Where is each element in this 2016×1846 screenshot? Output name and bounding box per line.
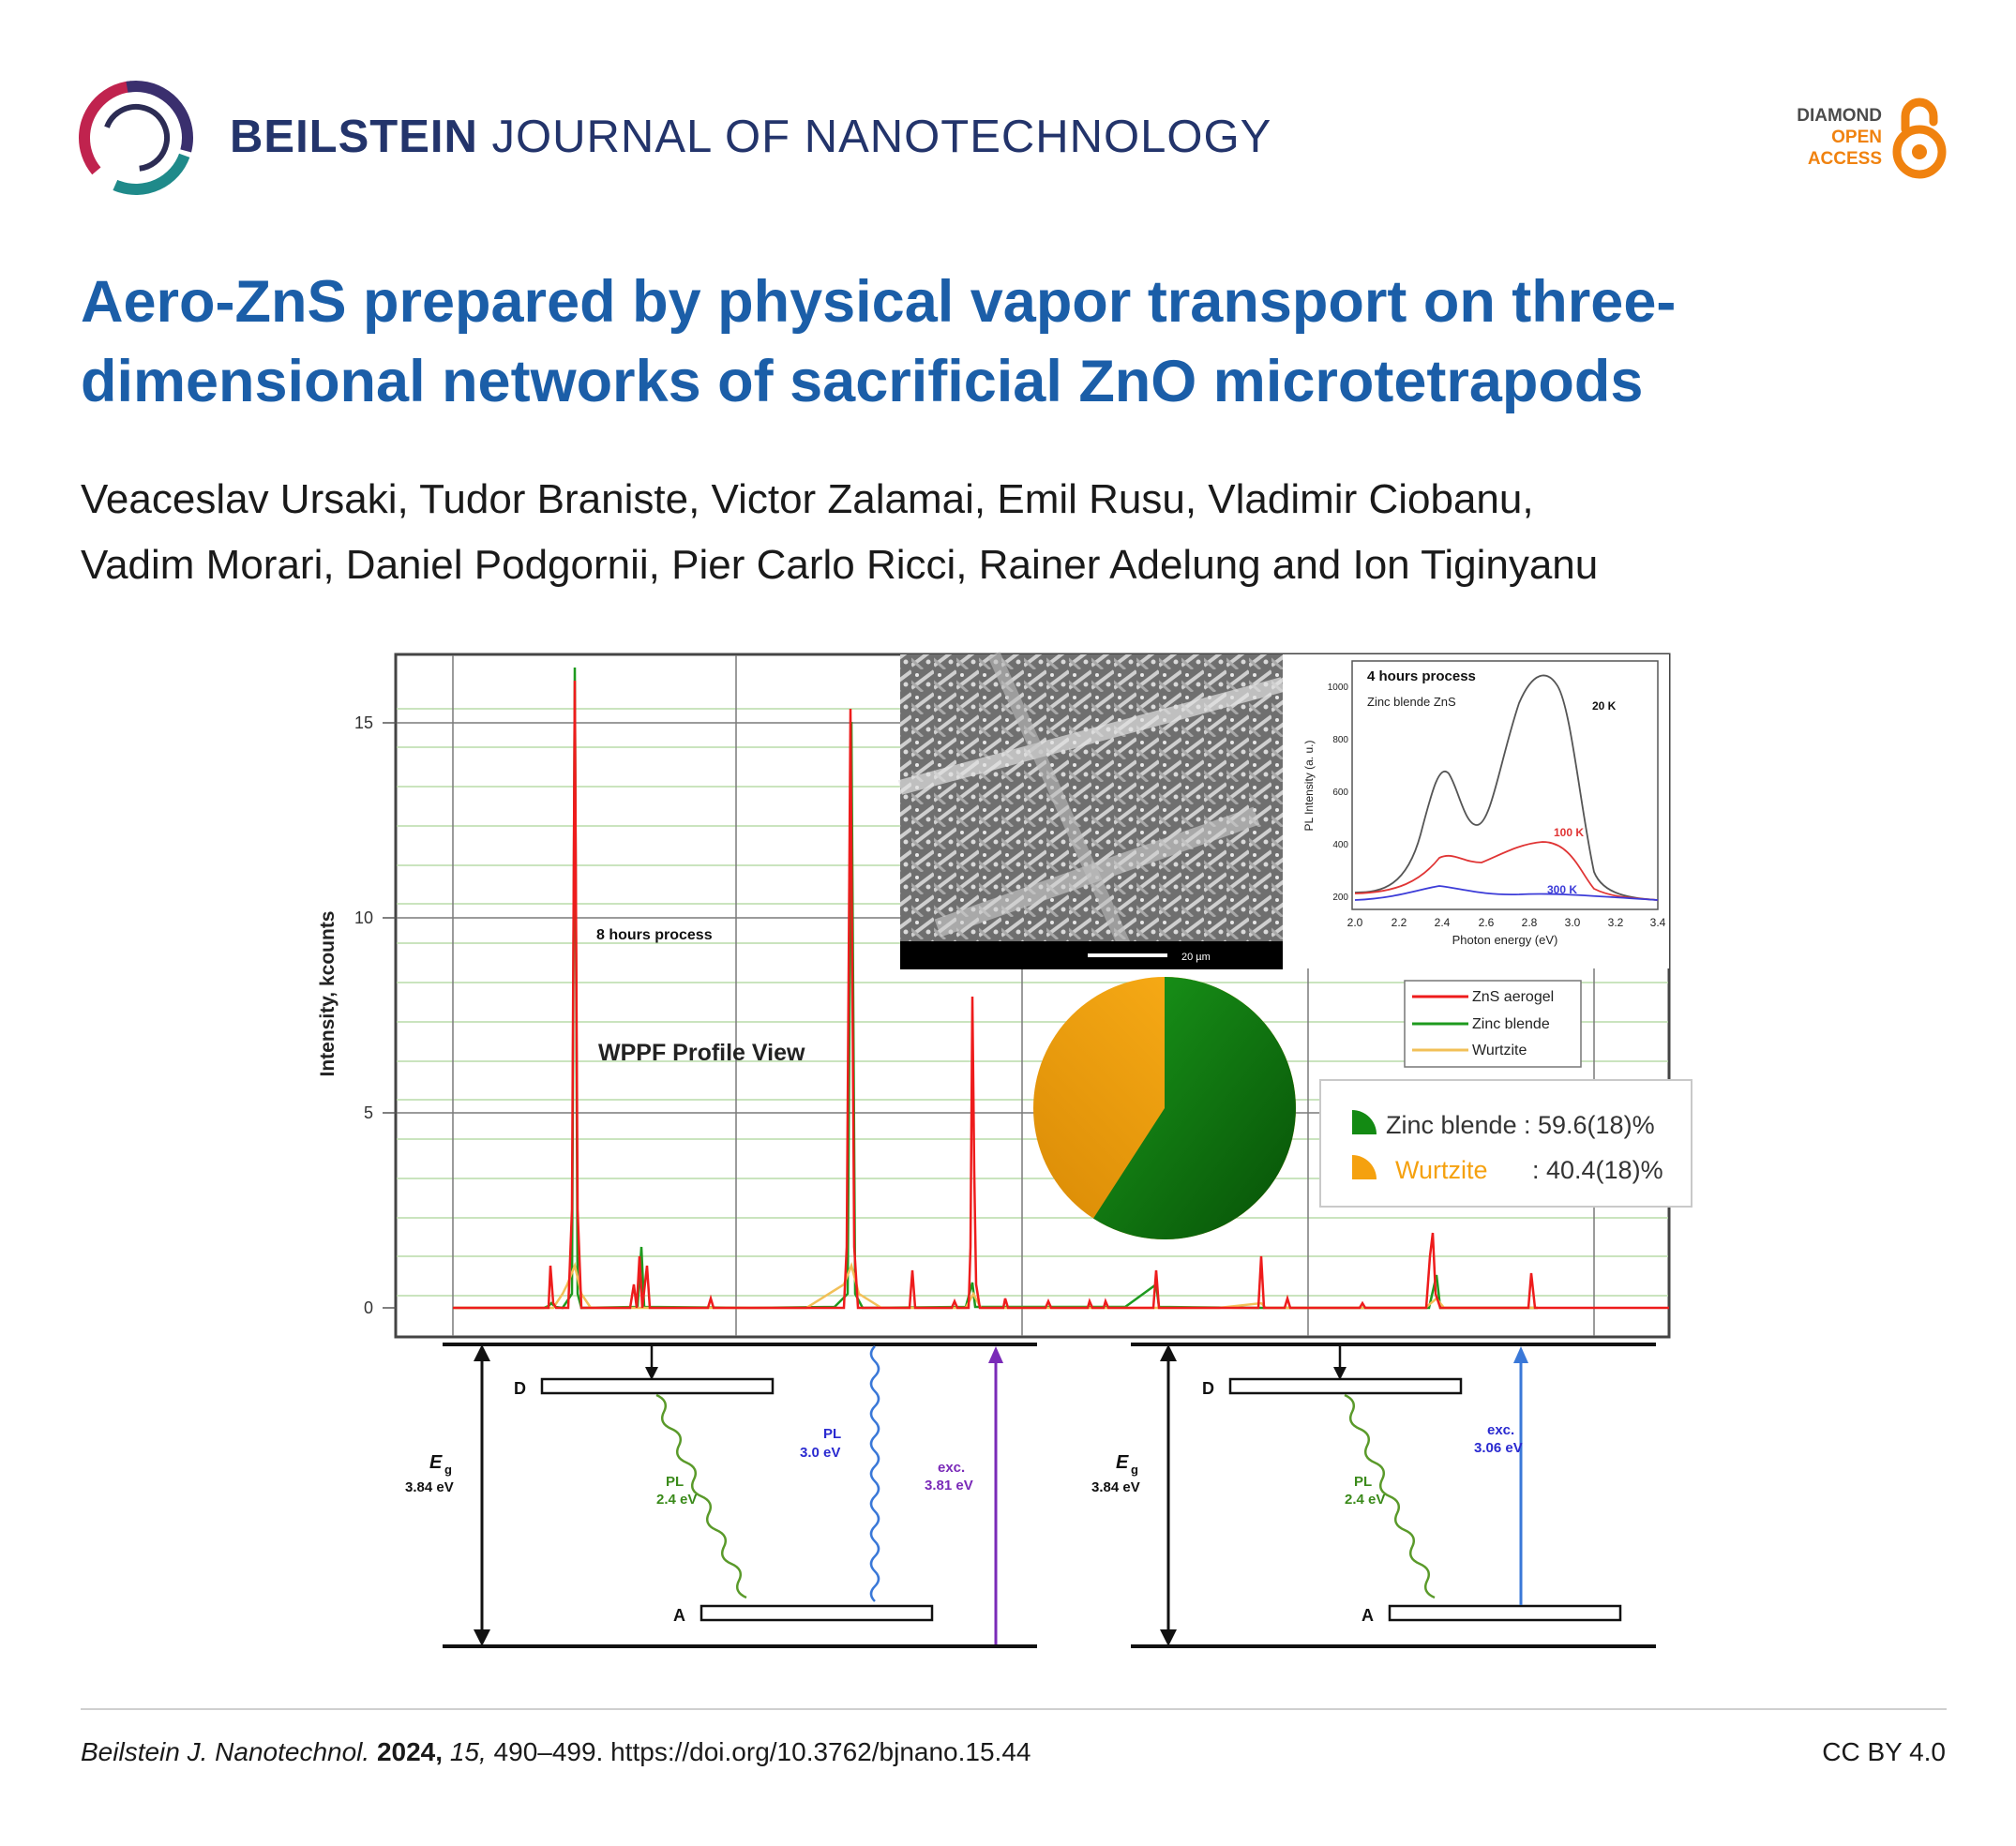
pl-ylabel: PL Intensity (a. u.) xyxy=(1302,741,1316,832)
license-label[interactable]: CC BY 4.0 xyxy=(1822,1737,1946,1766)
citation-journal: Beilstein J. Nanotechnol. xyxy=(81,1737,370,1766)
pl-title: 4 hours process xyxy=(1367,668,1476,684)
sem-scale-label: 20 µm xyxy=(1181,952,1211,963)
pl-xtick-2.2: 2.2 xyxy=(1392,916,1407,929)
pie-zinc-blende-label: Zinc blende xyxy=(1386,1111,1517,1139)
pl-xtick-3.2: 3.2 xyxy=(1608,916,1624,929)
pl-xtick-2.8: 2.8 xyxy=(1522,916,1538,929)
pl-label-100k: 100 K xyxy=(1554,826,1584,839)
journal-name: BEILSTEIN JOURNAL OF NANOTECHNOLOGY xyxy=(230,111,1271,163)
citation-year: 2024, xyxy=(376,1737,444,1766)
xrd-ylabel: Intensity, kcounts xyxy=(317,911,339,1077)
open-access-lock-icon xyxy=(1892,98,1947,179)
left-exc-label: exc. xyxy=(938,1460,965,1476)
pl-xtick-3.4: 3.4 xyxy=(1650,916,1666,929)
left-pl1-value: 2.4 eV xyxy=(656,1492,697,1508)
right-pl-label: PL xyxy=(1354,1474,1372,1490)
left-eg-symbol: E xyxy=(429,1452,443,1473)
right-level-d: D xyxy=(1202,1379,1214,1398)
xrd-ytick-0: 0 xyxy=(364,1298,373,1317)
left-pl-green-wave xyxy=(655,1393,747,1599)
pie-wurtzite-label: Wurtzite xyxy=(1395,1156,1488,1184)
article-authors: Veaceslav Ursaki, Tudor Braniste, Victor… xyxy=(81,467,1956,598)
pl-ytick-1000: 1000 xyxy=(1328,683,1349,693)
pl-ytick-600: 600 xyxy=(1332,788,1348,798)
left-pl1-label: PL xyxy=(666,1474,684,1490)
left-pl2-value: 3.0 eV xyxy=(800,1445,840,1461)
energy-diagram-right: E g 3.84 eV D A PL 2.4 eV exc. 3.06 eV xyxy=(1091,1343,1656,1648)
graphical-abstract: 15 10 5 0 Intensity, kcounts 8 hours pro… xyxy=(317,652,1693,1648)
authors-line-2: Vadim Morari, Daniel Podgornii, Pier Car… xyxy=(81,542,1599,588)
legend-zinc-blende: Zinc blende xyxy=(1472,1016,1550,1032)
xrd-legend: ZnS aerogel Zinc blende Wurtzite xyxy=(1404,980,1582,1068)
phase-pie-chart: Zinc blende : 59.6(18)% Wurtzite : 40.4(… xyxy=(1033,977,1693,1239)
left-eg-value: 3.84 eV xyxy=(405,1479,454,1495)
right-exc-label: exc. xyxy=(1487,1422,1514,1438)
left-level-d: D xyxy=(514,1379,526,1398)
right-pl-value: 2.4 eV xyxy=(1345,1492,1385,1508)
citation: Beilstein J. Nanotechnol. 2024, 15, 490–… xyxy=(81,1737,1031,1767)
journal-name-bold: BEILSTEIN xyxy=(230,112,478,162)
oa-line-1: DIAMOND xyxy=(1797,106,1882,126)
pl-label-20k: 20 K xyxy=(1592,699,1617,713)
xrd-process-label: 8 hours process xyxy=(596,927,713,943)
citation-doi-link[interactable]: 490–499. https://doi.org/10.3762/bjnano.… xyxy=(493,1737,1031,1766)
pl-ytick-200: 200 xyxy=(1332,893,1348,903)
xrd-ytick-15: 15 xyxy=(354,713,373,732)
pl-subtitle: Zinc blende ZnS xyxy=(1367,695,1456,709)
xrd-y-ticks: 15 10 5 0 xyxy=(354,713,373,1317)
left-exc-value: 3.81 eV xyxy=(925,1478,973,1493)
pl-ytick-400: 400 xyxy=(1332,840,1348,850)
legend-zns-aerogel: ZnS aerogel xyxy=(1472,989,1554,1005)
xrd-ytick-10: 10 xyxy=(354,908,373,927)
pl-curve-20k xyxy=(1354,674,1659,901)
pl-xtick-2.6: 2.6 xyxy=(1479,916,1495,929)
pl-xtick-2.4: 2.4 xyxy=(1435,916,1451,929)
pl-inset: 4 hours process Zinc blende ZnS PL Inten… xyxy=(1283,654,1669,968)
right-level-a: A xyxy=(1362,1606,1374,1625)
journal-name-rest: JOURNAL OF NANOTECHNOLOGY xyxy=(491,112,1272,162)
pl-curve-100k xyxy=(1354,841,1659,901)
pl-ytick-800: 800 xyxy=(1332,735,1348,745)
left-pl-blue-wave xyxy=(869,1345,880,1602)
diamond-open-access-badge: DIAMOND OPEN ACCESS xyxy=(1777,105,1882,170)
pl-xtick-2.0: 2.0 xyxy=(1347,916,1363,929)
pl-label-300k: 300 K xyxy=(1547,883,1577,896)
xrd-trace-zns-aerogel xyxy=(453,680,1669,1310)
right-eg-subscript: g xyxy=(1131,1463,1138,1477)
left-pl2-label: PL xyxy=(823,1426,841,1442)
right-pl-green-wave xyxy=(1344,1393,1436,1599)
footer-divider xyxy=(81,1708,1947,1710)
left-eg-subscript: g xyxy=(444,1463,452,1477)
pl-xlabel: Photon energy (eV) xyxy=(1452,933,1558,947)
energy-diagram-left: E g 3.84 eV D A PL 2.4 eV PL 3.0 eV exc.… xyxy=(405,1343,1037,1648)
citation-volume: 15, xyxy=(449,1737,487,1766)
left-level-a: A xyxy=(673,1606,685,1625)
pie-slice-zinc-blende xyxy=(1093,977,1296,1239)
oa-line-3: ACCESS xyxy=(1807,149,1882,169)
article-title: Aero-ZnS prepared by physical vapor tran… xyxy=(81,269,1677,414)
right-eg-value: 3.84 eV xyxy=(1091,1479,1140,1495)
pie-wurtzite-value: : 40.4(18)% xyxy=(1532,1156,1663,1184)
authors-line-1: Veaceslav Ursaki, Tudor Braniste, Victor… xyxy=(81,476,1534,522)
pie-zinc-blende-value: : 59.6(18)% xyxy=(1524,1111,1655,1139)
xrd-ytick-5: 5 xyxy=(364,1103,373,1122)
pl-curve-300k xyxy=(1354,885,1659,901)
sem-inset: 20 µm xyxy=(897,652,1286,969)
journal-logo-icon xyxy=(79,81,193,195)
right-exc-value: 3.06 eV xyxy=(1474,1440,1523,1456)
wurtzite-swatch-icon xyxy=(1352,1155,1377,1179)
legend-wurtzite: Wurtzite xyxy=(1472,1043,1527,1058)
pl-xtick-3.0: 3.0 xyxy=(1565,916,1581,929)
oa-line-2: OPEN xyxy=(1831,128,1882,147)
right-eg-symbol: E xyxy=(1116,1452,1129,1473)
zinc-blende-swatch-icon xyxy=(1352,1110,1377,1134)
xrd-wppf-label: WPPF Profile View xyxy=(598,1040,805,1066)
